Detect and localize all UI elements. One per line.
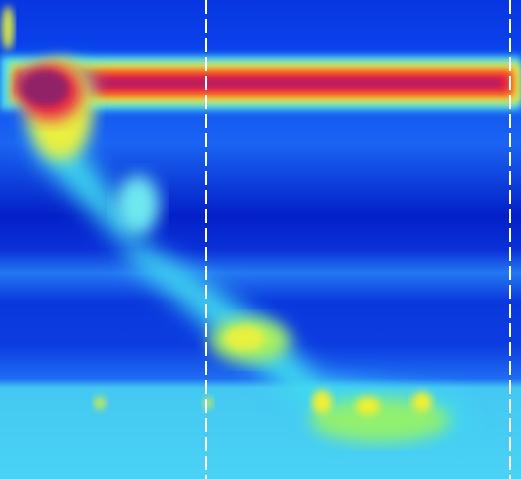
dashed-lines	[205, 0, 511, 479]
left-blob	[2, 6, 140, 240]
diagonal-streak	[94, 175, 470, 442]
band	[0, 56, 521, 110]
